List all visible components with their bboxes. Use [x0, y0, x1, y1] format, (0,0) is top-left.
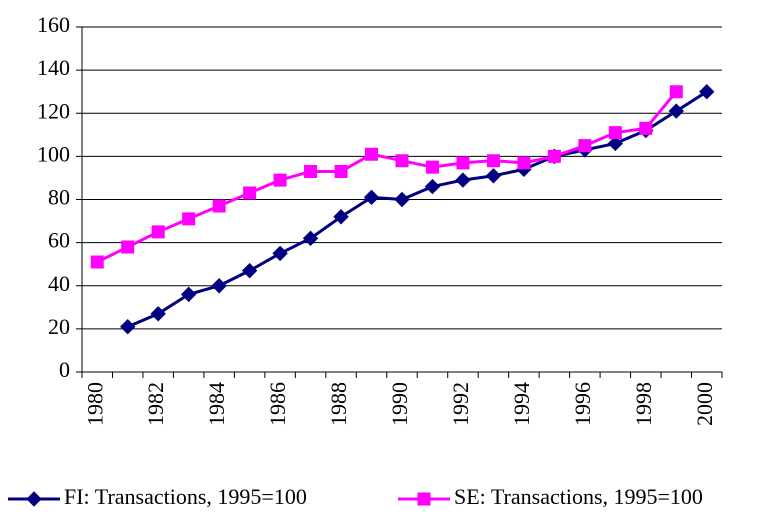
- marker: [699, 83, 715, 100]
- marker: [608, 126, 622, 140]
- marker: [394, 191, 410, 208]
- y-tick-label: 20: [48, 314, 70, 339]
- x-tick-label: 1984: [204, 382, 229, 426]
- marker: [417, 492, 431, 506]
- marker: [607, 135, 624, 152]
- marker: [395, 154, 409, 168]
- y-tick-label: 40: [48, 271, 70, 296]
- marker: [424, 178, 441, 195]
- y-tick-label: 60: [48, 228, 70, 253]
- legend-item: FI: Transactions, 1995=100: [8, 484, 307, 509]
- x-tick-label: 1994: [509, 382, 534, 426]
- x-tick-label: 1988: [326, 382, 351, 426]
- x-tick-label: 1986: [265, 382, 290, 426]
- marker: [182, 212, 196, 226]
- marker: [455, 172, 471, 188]
- marker: [669, 85, 683, 99]
- marker: [485, 168, 502, 184]
- x-tick-label: 1982: [143, 382, 168, 426]
- y-tick-label: 80: [48, 185, 70, 210]
- marker: [365, 147, 379, 161]
- marker: [90, 255, 104, 269]
- x-tick-label: 1992: [448, 382, 473, 426]
- legend-label: FI: Transactions, 1995=100: [64, 484, 307, 509]
- marker: [547, 149, 561, 163]
- marker: [425, 160, 439, 174]
- marker: [150, 306, 166, 322]
- marker: [151, 225, 165, 239]
- marker: [456, 156, 470, 170]
- x-tick-label: 2000: [692, 382, 717, 426]
- y-tick-label: 120: [37, 98, 70, 123]
- marker: [273, 173, 287, 187]
- marker: [241, 262, 258, 279]
- marker: [212, 199, 226, 213]
- series-line: [96, 90, 678, 264]
- y-tick-label: 100: [37, 141, 70, 166]
- marker: [120, 319, 136, 335]
- marker: [304, 164, 318, 178]
- marker: [333, 209, 349, 225]
- marker: [243, 186, 257, 200]
- x-tick-label: 1990: [387, 382, 412, 426]
- y-tick-label: 160: [37, 12, 70, 37]
- legend-label: SE: Transactions, 1995=100: [454, 484, 703, 509]
- marker: [180, 286, 197, 303]
- y-tick-label: 0: [59, 357, 70, 382]
- marker: [639, 121, 653, 135]
- marker: [272, 245, 288, 262]
- marker: [334, 164, 348, 178]
- marker: [211, 278, 227, 294]
- x-tick-label: 1980: [82, 382, 107, 426]
- marker: [578, 139, 592, 153]
- marker: [302, 230, 319, 247]
- marker: [26, 491, 42, 507]
- x-tick-label: 1998: [631, 382, 656, 426]
- marker: [121, 240, 135, 254]
- marker: [517, 156, 531, 170]
- marker: [668, 103, 684, 119]
- legend-item: SE: Transactions, 1995=100: [398, 484, 703, 509]
- marker: [363, 189, 380, 206]
- marker: [486, 154, 500, 168]
- y-tick-label: 140: [37, 55, 70, 80]
- x-tick-label: 1996: [570, 382, 595, 426]
